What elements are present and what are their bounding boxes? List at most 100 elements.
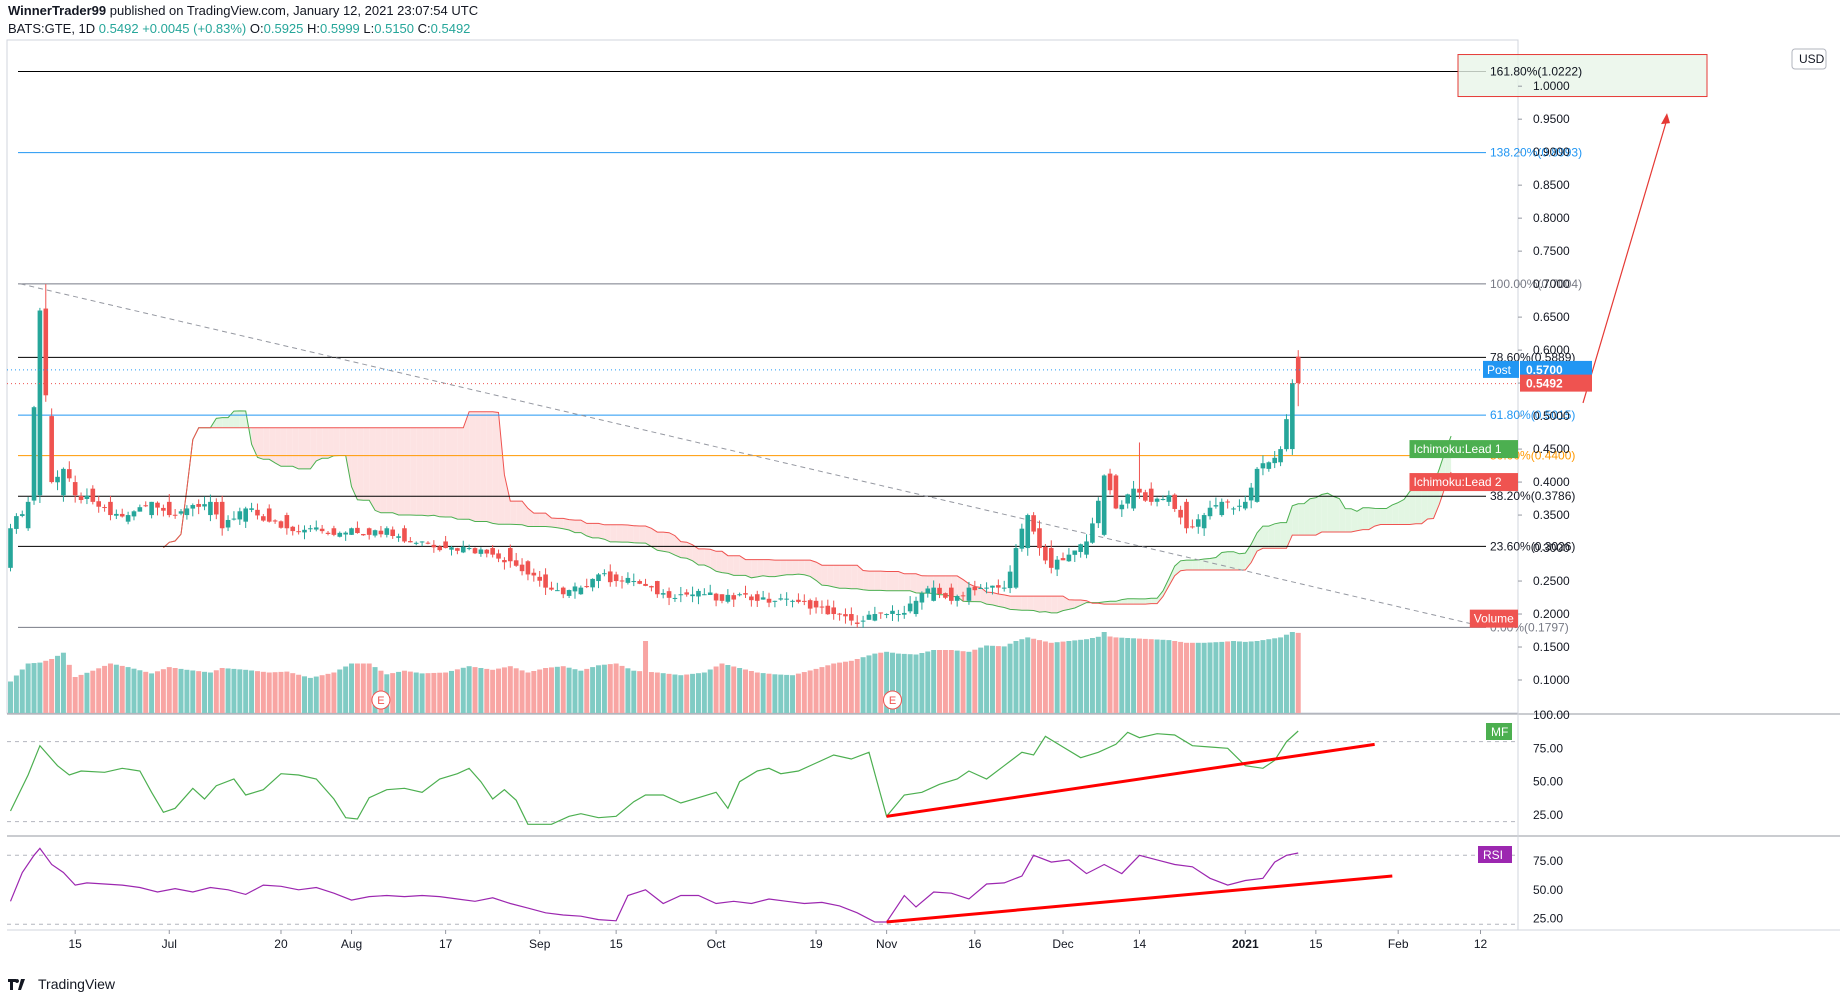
rsi-pane-tag-label: RSI — [1483, 848, 1503, 862]
cloud-segment — [216, 417, 223, 428]
candle-body — [331, 528, 337, 535]
volume-bar — [396, 671, 402, 713]
cloud-segment — [433, 427, 440, 517]
volume-bar — [519, 670, 525, 713]
candle-body — [513, 560, 519, 566]
volume-bar — [613, 663, 619, 713]
candle-body — [1043, 546, 1048, 561]
volume-bar — [1148, 639, 1154, 713]
volume-bar — [860, 657, 866, 713]
cloud-segment — [1145, 598, 1152, 605]
cloud-segment — [1074, 600, 1081, 609]
indicator-tag-lead1 — [1409, 440, 1518, 459]
cloud-segment — [1315, 494, 1322, 536]
cloud-segment — [480, 411, 487, 522]
candle-body — [1131, 488, 1136, 509]
volume-bar — [472, 667, 478, 713]
low-label: L: — [363, 21, 375, 36]
candle-body — [396, 536, 401, 538]
candle-body — [1019, 528, 1025, 549]
cloud-segment — [580, 520, 587, 536]
candle-body — [1201, 515, 1207, 529]
price-tick-label: 0.7500 — [1533, 244, 1570, 258]
candle-body — [290, 526, 296, 532]
volume-bar — [813, 668, 819, 713]
mf-pane-tag — [1486, 723, 1512, 740]
volume-bar — [1101, 632, 1107, 713]
volume-bar — [331, 672, 337, 713]
volume-bar — [772, 674, 778, 713]
volume-bar — [413, 672, 419, 713]
candle-body — [784, 598, 789, 600]
candle-body — [907, 603, 913, 612]
cloud-segment — [1174, 560, 1181, 576]
candle-body — [390, 529, 395, 536]
chart[interactable]: 161.80%(1.0222) 138.20%(0.8993) 100.00%(0.… — [0, 0, 1840, 970]
candle-body — [408, 541, 413, 543]
cloud-segment — [1033, 596, 1040, 613]
volume-bar — [349, 663, 355, 713]
cloud-segment — [527, 508, 534, 527]
volume-bar — [972, 649, 978, 713]
cloud-segment — [1204, 558, 1211, 570]
volume-bar — [1236, 641, 1242, 713]
volume-bar — [8, 681, 13, 713]
candle-body — [790, 600, 795, 602]
cloud-segment — [445, 427, 452, 518]
candle-body — [14, 516, 19, 529]
cloud-segment — [1004, 594, 1011, 610]
cloud-segment — [816, 562, 822, 586]
volume-bar — [1283, 634, 1289, 713]
candle-body — [425, 542, 431, 544]
candle-body — [437, 546, 443, 551]
cloud-segment — [1374, 508, 1381, 527]
time-tick-label: 15 — [609, 937, 623, 951]
volume-bar — [1272, 638, 1278, 713]
earnings-marker — [883, 690, 902, 710]
cloud-segment — [1121, 598, 1128, 605]
cloud-segment — [998, 594, 1005, 608]
candle-body — [1001, 587, 1007, 589]
mf-line — [9, 730, 1299, 825]
publisher-name[interactable]: WinnerTrader99 — [8, 3, 107, 18]
cloud-segment — [1409, 487, 1416, 525]
cloud-segment — [1068, 599, 1075, 610]
candle-body — [649, 586, 654, 588]
candle-body — [55, 476, 60, 483]
ichimoku-cloud — [163, 410, 1452, 613]
candle-body — [214, 502, 219, 515]
volume-bar — [354, 663, 360, 713]
low-value: 0.5150 — [374, 21, 415, 36]
candle-body — [690, 594, 695, 597]
cloud-segment — [1298, 503, 1305, 536]
cloud-segment — [1051, 596, 1058, 613]
cloud-segment — [1280, 522, 1287, 549]
candle-body — [384, 528, 390, 535]
fib-level-label: 100.00%(0.7004) — [1490, 277, 1582, 291]
candle-body — [772, 600, 778, 602]
candle-body — [1248, 487, 1254, 501]
tradingview-logo[interactable]: TradingView — [8, 976, 115, 992]
volume-bar — [266, 672, 272, 713]
volume-bar — [1189, 642, 1195, 713]
candle-body — [1096, 500, 1101, 524]
cloud-segment — [1245, 544, 1252, 570]
volume-bar — [784, 674, 790, 713]
cloud-segment — [1304, 498, 1310, 536]
cloud-segment — [745, 559, 752, 578]
volume-bar — [419, 673, 425, 713]
cloud-segment — [627, 525, 634, 543]
cloud-segment — [1186, 560, 1193, 570]
volume-bar — [913, 654, 919, 713]
cloud-segment — [692, 544, 699, 565]
volume-bar — [1107, 636, 1113, 713]
cloud-segment — [886, 571, 893, 591]
cloud-segment — [657, 532, 664, 552]
candle-body — [478, 549, 484, 554]
candle-body — [1066, 554, 1072, 562]
ichimoku-lead1-line — [163, 410, 1452, 614]
candle-body — [96, 501, 101, 507]
symbol-label[interactable]: BATS:GTE, 1D — [8, 21, 96, 36]
candle-body — [1078, 544, 1083, 552]
candle-body — [508, 548, 513, 562]
